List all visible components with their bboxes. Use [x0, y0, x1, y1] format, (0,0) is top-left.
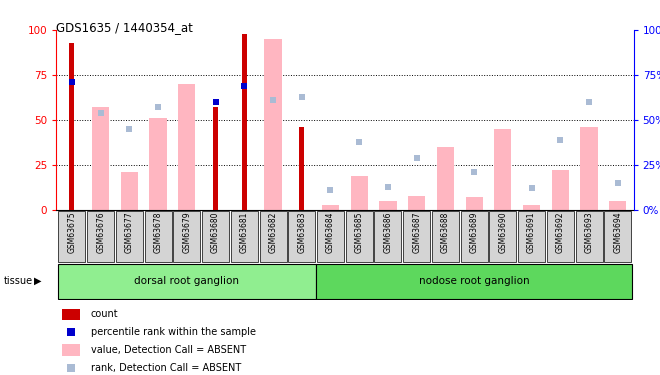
Bar: [288, 210, 315, 262]
Text: rank, Detection Call = ABSENT: rank, Detection Call = ABSENT: [91, 363, 241, 373]
Bar: [92, 107, 110, 210]
Text: GSM63684: GSM63684: [326, 211, 335, 253]
Bar: [374, 210, 401, 262]
Text: GSM63693: GSM63693: [585, 211, 593, 253]
Bar: [346, 210, 373, 262]
Text: nodose root ganglion: nodose root ganglion: [419, 276, 529, 286]
Bar: [145, 210, 172, 262]
Text: GSM63678: GSM63678: [154, 211, 162, 253]
Bar: [57, 264, 316, 299]
Text: GSM63683: GSM63683: [297, 211, 306, 253]
Text: GSM63682: GSM63682: [269, 211, 277, 253]
Bar: [403, 210, 430, 262]
Text: GSM63690: GSM63690: [498, 211, 508, 253]
Bar: [322, 205, 339, 210]
Bar: [116, 210, 143, 262]
Text: GSM63677: GSM63677: [125, 211, 134, 253]
Bar: [489, 210, 516, 262]
Text: GSM63685: GSM63685: [354, 211, 364, 253]
Bar: [576, 210, 603, 262]
Text: GSM63692: GSM63692: [556, 211, 565, 253]
Bar: [317, 210, 344, 262]
Bar: [121, 172, 138, 210]
Bar: [350, 176, 368, 210]
Text: GSM63694: GSM63694: [613, 211, 622, 253]
Bar: [174, 210, 201, 262]
Bar: [408, 196, 425, 210]
Bar: [547, 210, 574, 262]
Bar: [202, 210, 229, 262]
Text: GSM63680: GSM63680: [211, 211, 220, 253]
Bar: [552, 170, 569, 210]
Bar: [231, 210, 258, 262]
Bar: [461, 210, 488, 262]
Bar: [62, 344, 81, 356]
Bar: [69, 43, 75, 210]
Bar: [87, 210, 114, 262]
Text: GDS1635 / 1440354_at: GDS1635 / 1440354_at: [56, 21, 193, 34]
Bar: [437, 147, 454, 210]
Text: GSM63681: GSM63681: [240, 211, 249, 253]
Bar: [379, 201, 397, 210]
Text: dorsal root ganglion: dorsal root ganglion: [135, 276, 240, 286]
Text: GSM63686: GSM63686: [383, 211, 393, 253]
Text: GSM63688: GSM63688: [441, 211, 450, 253]
Bar: [523, 205, 541, 210]
Text: value, Detection Call = ABSENT: value, Detection Call = ABSENT: [91, 345, 246, 355]
Text: GSM63687: GSM63687: [412, 211, 421, 253]
Bar: [242, 34, 247, 210]
Bar: [265, 39, 282, 210]
Text: count: count: [91, 309, 118, 320]
Bar: [580, 127, 598, 210]
Text: tissue: tissue: [3, 276, 32, 286]
Text: GSM63691: GSM63691: [527, 211, 536, 253]
Bar: [316, 264, 632, 299]
Text: GSM63675: GSM63675: [67, 211, 77, 253]
Bar: [149, 118, 167, 210]
Bar: [299, 127, 304, 210]
Bar: [465, 197, 482, 210]
Bar: [494, 129, 512, 210]
Text: GSM63689: GSM63689: [470, 211, 478, 253]
Text: percentile rank within the sample: percentile rank within the sample: [91, 327, 256, 337]
Bar: [432, 210, 459, 262]
Bar: [605, 210, 632, 262]
Bar: [518, 210, 545, 262]
Text: ▶: ▶: [34, 276, 42, 286]
Bar: [609, 201, 626, 210]
Bar: [213, 107, 218, 210]
Text: GSM63676: GSM63676: [96, 211, 105, 253]
Bar: [62, 309, 81, 320]
Bar: [58, 210, 85, 262]
Bar: [178, 84, 195, 210]
Bar: [259, 210, 286, 262]
Text: GSM63679: GSM63679: [182, 211, 191, 253]
